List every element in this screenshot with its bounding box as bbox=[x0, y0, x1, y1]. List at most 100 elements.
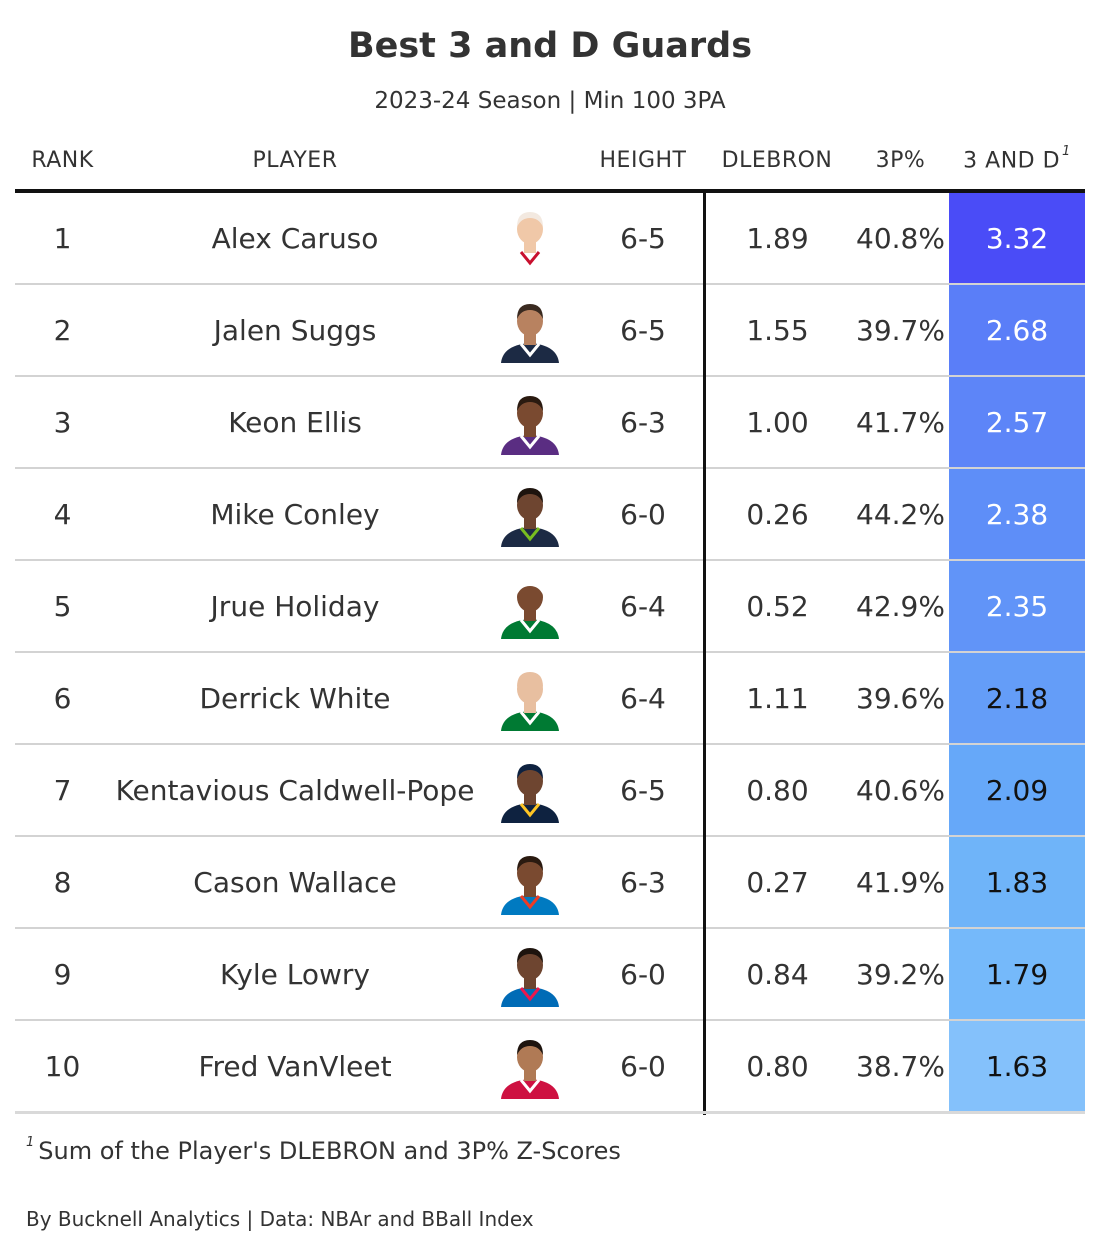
table-row: 10 Fred VanVleet 6-0 0.80 38.7% 1.63 bbox=[15, 1021, 1085, 1113]
dlebron-cell: 0.80 bbox=[746, 774, 809, 807]
score-cell: 3.32 bbox=[985, 222, 1049, 255]
score-cell-fill bbox=[949, 285, 1085, 375]
table-bottom-border bbox=[15, 1111, 1085, 1114]
three-pct-cell: 39.6% bbox=[856, 682, 945, 715]
player-name-cell: Fred VanVleet bbox=[198, 1050, 392, 1083]
header-rank: RANK bbox=[31, 148, 94, 173]
player-name-cell: Mike Conley bbox=[210, 498, 380, 531]
dlebron-cell: 1.55 bbox=[746, 314, 809, 347]
dlebron-cell: 0.26 bbox=[746, 498, 809, 531]
score-cell: 2.38 bbox=[985, 498, 1049, 531]
player-photo-cell bbox=[493, 561, 567, 651]
score-cell: 1.79 bbox=[985, 958, 1049, 991]
height-cell: 6-5 bbox=[620, 314, 666, 347]
player-headshot bbox=[501, 304, 559, 363]
score-cell: 2.09 bbox=[985, 774, 1049, 807]
score-cell-fill bbox=[949, 377, 1085, 467]
score-cell-fill bbox=[949, 469, 1085, 559]
player-name-cell: Alex Caruso bbox=[211, 222, 379, 255]
table-row: 5 Jrue Holiday 6-4 0.52 42.9% 2.35 bbox=[15, 561, 1085, 653]
player-headshot bbox=[501, 580, 559, 639]
three-pct-cell: 44.2% bbox=[856, 498, 945, 531]
player-name-cell: Keon Ellis bbox=[228, 406, 362, 439]
height-cell: 6-4 bbox=[620, 590, 666, 623]
score-cell: 2.57 bbox=[985, 406, 1049, 439]
player-headshot bbox=[501, 764, 559, 823]
chart-subtitle: 2023-24 Season | Min 100 3PA bbox=[374, 88, 726, 114]
player-photo-cell bbox=[493, 929, 567, 1019]
player-photo-cell bbox=[493, 469, 567, 559]
table-row: 4 Mike Conley 6-0 0.26 44.2% 2.38 bbox=[15, 469, 1085, 561]
score-cell: 1.63 bbox=[985, 1050, 1049, 1083]
player-photo-cell bbox=[493, 837, 567, 927]
three-pct-cell: 42.9% bbox=[856, 590, 945, 623]
table-row: 1 Alex Caruso 6-5 1.89 40.8% 3.32 bbox=[15, 193, 1085, 285]
score-cell-fill bbox=[949, 193, 1085, 283]
rank-cell: 6 bbox=[53, 682, 72, 715]
rank-cell: 10 bbox=[44, 1050, 81, 1083]
header-footnote-mark: 1 bbox=[1062, 144, 1071, 159]
player-name-cell: Kyle Lowry bbox=[219, 958, 371, 991]
three-pct-cell: 41.9% bbox=[856, 866, 945, 899]
footnote-text: Sum of the Player's DLEBRON and 3P% Z-Sc… bbox=[38, 1137, 621, 1165]
header-divider bbox=[15, 189, 1085, 193]
player-name-cell: Kentavious Caldwell-Pope bbox=[115, 774, 475, 807]
height-cell: 6-4 bbox=[620, 682, 666, 715]
table-row: 2 Jalen Suggs 6-5 1.55 39.7% 2.68 bbox=[15, 285, 1085, 377]
player-headshot bbox=[501, 856, 559, 915]
three-pct-cell: 38.7% bbox=[856, 1050, 945, 1083]
header-player: PLAYER bbox=[252, 148, 338, 173]
player-headshot bbox=[501, 948, 559, 1007]
dlebron-cell: 0.80 bbox=[746, 1050, 809, 1083]
rank-cell: 2 bbox=[53, 314, 72, 347]
footnote: 1 Sum of the Player's DLEBRON and 3P% Z-S… bbox=[26, 1135, 621, 1165]
height-cell: 6-5 bbox=[620, 774, 666, 807]
rank-cell: 3 bbox=[53, 406, 72, 439]
column-divider bbox=[703, 193, 706, 1115]
dlebron-cell: 1.11 bbox=[746, 682, 809, 715]
player-photo-cell bbox=[493, 745, 567, 835]
rank-cell: 4 bbox=[53, 498, 72, 531]
table-row: 3 Keon Ellis 6-3 1.00 41.7% 2.57 bbox=[15, 377, 1085, 469]
dlebron-cell: 0.84 bbox=[746, 958, 809, 991]
three-pct-cell: 40.8% bbox=[856, 222, 945, 255]
player-photo-cell bbox=[493, 193, 567, 283]
dlebron-cell: 1.89 bbox=[746, 222, 809, 255]
score-cell-fill bbox=[949, 837, 1085, 927]
score-cell: 2.35 bbox=[985, 590, 1049, 623]
header-dlebron: DLEBRON bbox=[721, 148, 833, 173]
dlebron-cell: 1.00 bbox=[746, 406, 809, 439]
player-name-cell: Cason Wallace bbox=[193, 866, 397, 899]
chart-title: Best 3 and D Guards bbox=[347, 26, 753, 66]
player-photo-cell bbox=[493, 653, 567, 743]
three-pct-cell: 39.2% bbox=[856, 958, 945, 991]
score-cell-fill bbox=[949, 1021, 1085, 1111]
player-name-cell: Jrue Holiday bbox=[210, 590, 380, 623]
rank-cell: 9 bbox=[53, 958, 72, 991]
height-cell: 6-0 bbox=[620, 958, 666, 991]
header-height: HEIGHT bbox=[599, 148, 687, 173]
table-row: 8 Cason Wallace 6-3 0.27 41.9% 1.83 bbox=[15, 837, 1085, 929]
table-row: 9 Kyle Lowry 6-0 0.84 39.2% 1.79 bbox=[15, 929, 1085, 1021]
score-cell: 1.83 bbox=[985, 866, 1049, 899]
height-cell: 6-0 bbox=[620, 1050, 666, 1083]
table-row: 6 Derrick White 6-4 1.11 39.6% 2.18 bbox=[15, 653, 1085, 745]
three-pct-cell: 39.7% bbox=[856, 314, 945, 347]
three-pct-cell: 40.6% bbox=[856, 774, 945, 807]
player-photo-cell bbox=[493, 285, 567, 375]
rank-cell: 5 bbox=[53, 590, 72, 623]
player-photo-cell bbox=[493, 1021, 567, 1111]
player-photo-cell bbox=[493, 377, 567, 467]
dlebron-cell: 0.27 bbox=[746, 866, 809, 899]
score-cell-fill bbox=[949, 745, 1085, 835]
player-headshot bbox=[501, 488, 559, 547]
score-cell-fill bbox=[949, 561, 1085, 651]
rank-cell: 7 bbox=[53, 774, 72, 807]
player-name-cell: Derrick White bbox=[199, 682, 391, 715]
score-cell-fill bbox=[949, 929, 1085, 1019]
height-cell: 6-5 bbox=[620, 222, 666, 255]
footnote-mark: 1 bbox=[26, 1135, 35, 1150]
score-cell: 2.68 bbox=[985, 314, 1049, 347]
player-headshot bbox=[501, 672, 559, 731]
